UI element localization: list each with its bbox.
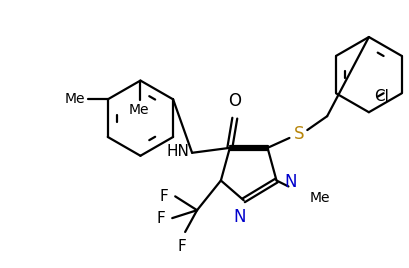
Text: HN: HN bbox=[166, 144, 189, 159]
Text: F: F bbox=[159, 189, 168, 204]
Text: N: N bbox=[284, 173, 296, 192]
Text: Me: Me bbox=[308, 191, 329, 205]
Text: F: F bbox=[156, 211, 165, 226]
Text: N: N bbox=[233, 208, 245, 226]
Text: S: S bbox=[293, 125, 304, 143]
Text: F: F bbox=[178, 239, 186, 254]
Text: Me: Me bbox=[128, 103, 148, 117]
Text: O: O bbox=[228, 92, 241, 110]
Text: Me: Me bbox=[64, 92, 85, 106]
Text: Cl: Cl bbox=[373, 89, 388, 104]
